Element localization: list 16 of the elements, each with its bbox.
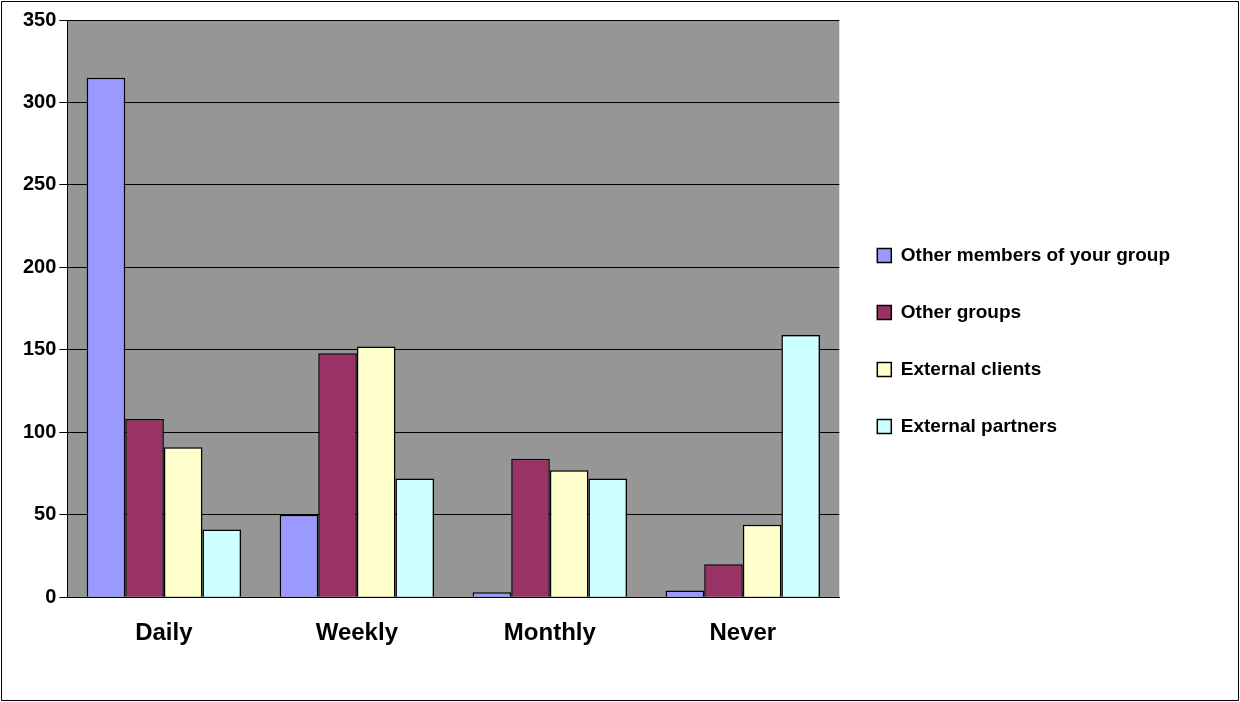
- y-tick-label: 0: [45, 584, 57, 607]
- y-tick-label: 150: [22, 337, 57, 360]
- y-tick-label: 200: [22, 254, 57, 277]
- y-tick-label: 300: [22, 89, 57, 112]
- legend-label: External clients: [900, 357, 1042, 379]
- y-tick-label: 250: [22, 172, 57, 195]
- y-tick-label: 350: [22, 7, 57, 30]
- legend-label: Other groups: [900, 300, 1022, 322]
- legend-label: Other members of your group: [900, 243, 1170, 265]
- x-tick-label: Daily: [135, 618, 194, 646]
- y-tick-label: 100: [22, 419, 57, 442]
- legend-label: External partners: [900, 414, 1058, 436]
- x-tick-label: Never: [709, 618, 777, 646]
- y-tick-label: 50: [34, 502, 57, 525]
- x-tick-label: Monthly: [503, 618, 597, 646]
- x-tick-label: Weekly: [315, 618, 399, 646]
